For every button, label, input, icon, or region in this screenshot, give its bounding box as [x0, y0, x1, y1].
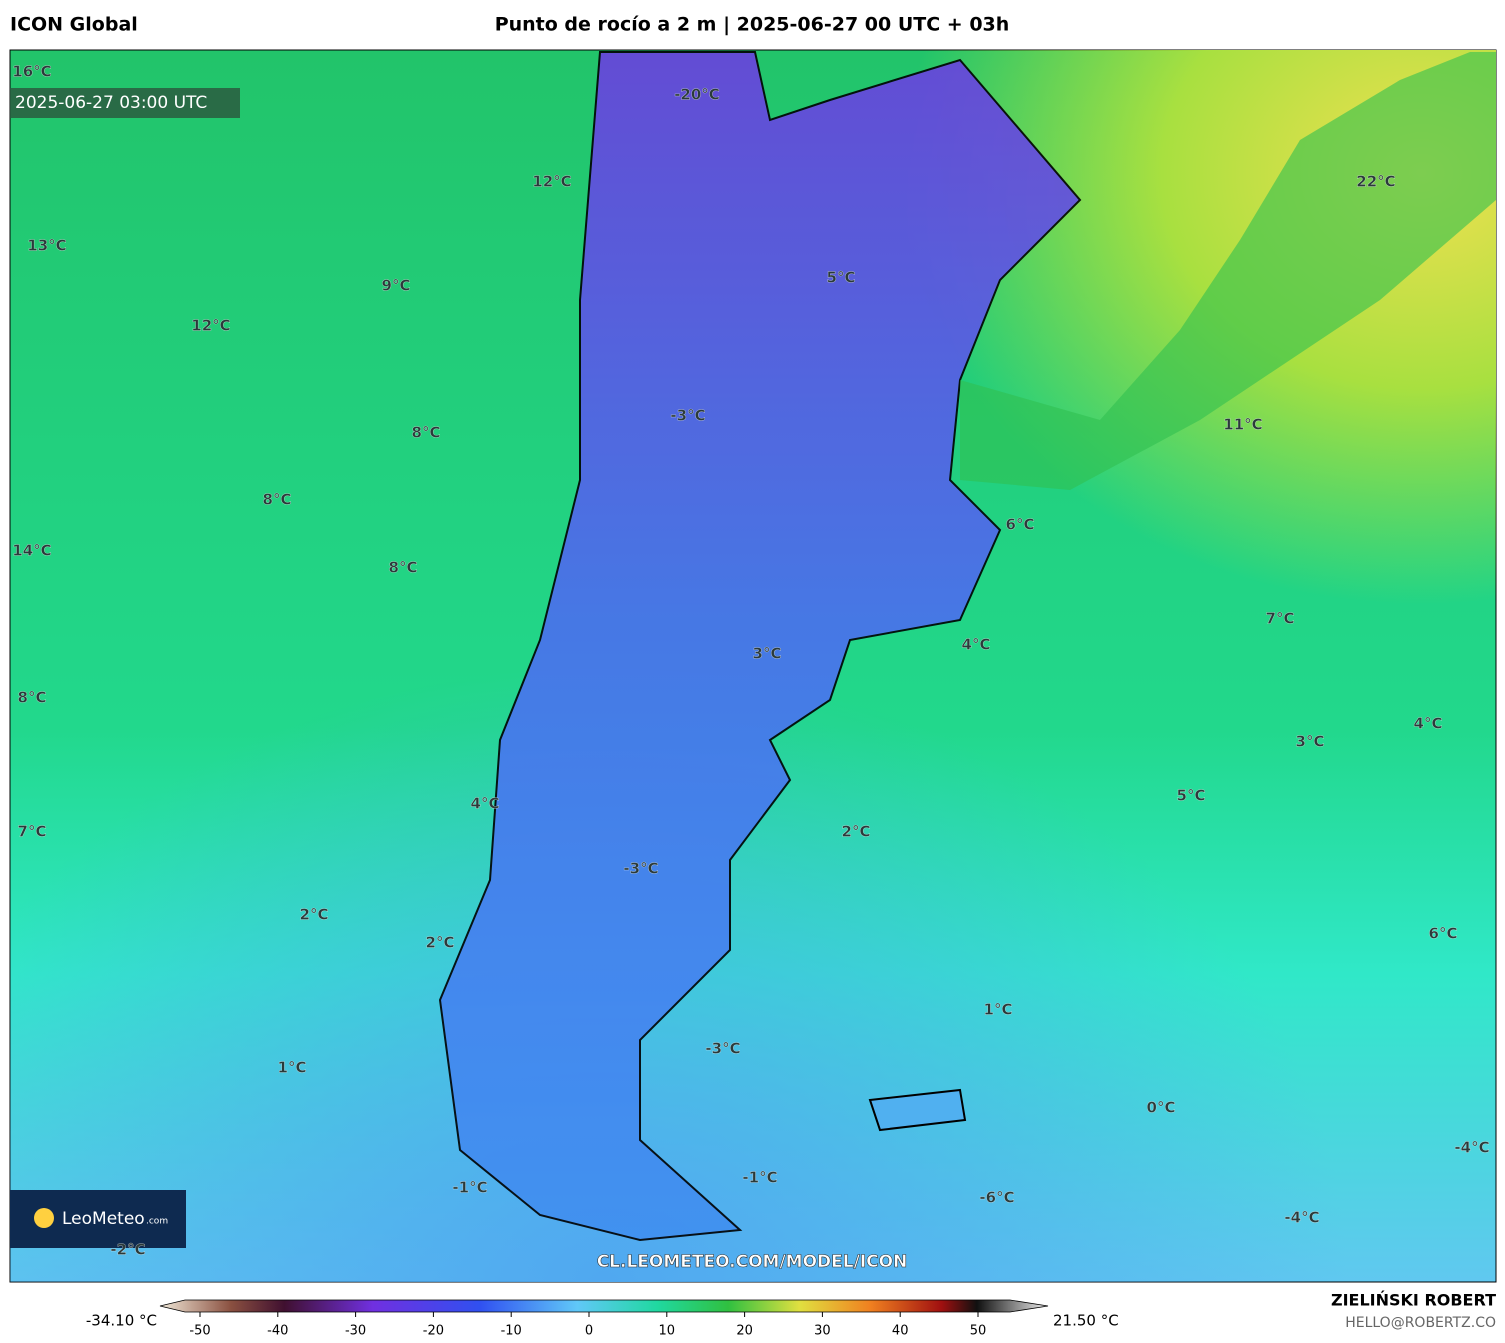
colorbar-tick-label: -30: [345, 1324, 366, 1339]
colorbar-tick-label: -50: [189, 1324, 210, 1339]
temperature-label: 14°C: [12, 542, 51, 560]
colorbar-tick-label: 10: [659, 1324, 676, 1339]
temperature-label: -1°C: [742, 1169, 777, 1187]
colorbar-tick-label: 40: [892, 1324, 909, 1339]
temperature-label: 2°C: [842, 823, 871, 841]
temperature-label: 2°C: [300, 906, 329, 924]
temperature-label: -4°C: [1284, 1209, 1319, 1227]
continent: [438, 51, 1082, 1242]
model-name: ICON Global: [10, 14, 138, 36]
temperature-label: 8°C: [18, 689, 47, 707]
colorbar-scale: [159, 1299, 1049, 1313]
chart-title: Punto de rocío a 2 m | 2025-06-27 00 UTC…: [495, 14, 1010, 36]
colorbar-max: 21.50 °C: [1053, 1312, 1119, 1330]
temperature-label: 16°C: [12, 63, 51, 81]
source-url: CL.LEOMETEO.COM/MODEL/ICON: [597, 1252, 908, 1272]
temperature-label: 22°C: [1356, 173, 1395, 191]
map: 2025-06-27 03:00 UTC LeoMeteo .com CL.LE…: [9, 49, 1497, 1283]
temperature-label: 7°C: [1266, 610, 1295, 628]
temperature-label: 11°C: [1223, 416, 1262, 434]
temperature-label: 4°C: [471, 795, 500, 813]
temperature-label: 4°C: [1414, 715, 1443, 733]
temperature-label: 2°C: [426, 934, 455, 952]
colorbar-tick-label: 30: [814, 1324, 831, 1339]
timestamp: 2025-06-27 03:00 UTC: [15, 93, 207, 113]
temperature-label: 1°C: [984, 1001, 1013, 1019]
temperature-label: -4°C: [1454, 1139, 1489, 1157]
temperature-label: 1°C: [278, 1059, 307, 1077]
temperature-label: 7°C: [18, 823, 47, 841]
temperature-label: 8°C: [263, 491, 292, 509]
temperature-label: 5°C: [827, 269, 856, 287]
temperature-label: 6°C: [1006, 516, 1035, 534]
temperature-label: 12°C: [191, 317, 230, 335]
logo-sun: [34, 1208, 54, 1228]
temperature-label: 9°C: [382, 277, 411, 295]
temperature-labels: 16°C 12°C 13°C 9°C 12°C -20°C 22°C 5°C -3°C 8°C 11…: [12, 62, 1490, 1259]
colorbar-min: -34.10 °C: [86, 1312, 157, 1330]
temperature-label: 0°C: [1147, 1099, 1176, 1117]
temperature-label: 4°C: [962, 636, 991, 654]
land-northeast: [960, 52, 1496, 490]
author: ZIELIŃSKI ROBERT: [1331, 1291, 1496, 1310]
timestamp-box: [10, 88, 240, 118]
temperature-label: 13°C: [27, 237, 66, 255]
temperature-label: -2°C: [110, 1241, 145, 1259]
temperature-label: -6°C: [979, 1189, 1014, 1207]
temperature-label: -3°C: [705, 1040, 740, 1058]
temperature-label: 8°C: [389, 559, 418, 577]
contact: HELLO@ROBERTZ.CO: [1345, 1315, 1496, 1331]
temperature-label: 5°C: [1177, 787, 1206, 805]
temperature-label: -3°C: [670, 407, 705, 425]
colorbar: -34.10 °C 21.50 °C -50 -40 -30 -20 -10 0 10 20 3…: [86, 1299, 1119, 1339]
colorbar-tick-label: -40: [267, 1324, 288, 1339]
temperature-label: 3°C: [1296, 733, 1325, 751]
logo-suffix: .com: [146, 1217, 168, 1227]
colorbar-tick-label: 20: [736, 1324, 753, 1339]
temperature-label: -20°C: [674, 86, 720, 104]
logo-text: LeoMeteo: [62, 1209, 145, 1229]
temperature-label: 12°C: [532, 173, 571, 191]
colorbar-tick-label: -10: [501, 1324, 522, 1339]
temperature-label: 6°C: [1429, 925, 1458, 943]
temperature-label: 8°C: [412, 424, 441, 442]
temperature-label: -3°C: [623, 860, 658, 878]
colorbar-tick-label: 0: [585, 1324, 593, 1339]
temperature-label: -1°C: [452, 1179, 487, 1197]
temperature-label: 3°C: [753, 645, 782, 663]
colorbar-tick-label: -20: [423, 1324, 444, 1339]
falkland-islands: [868, 1088, 967, 1132]
colorbar-tick-label: 50: [970, 1324, 987, 1339]
